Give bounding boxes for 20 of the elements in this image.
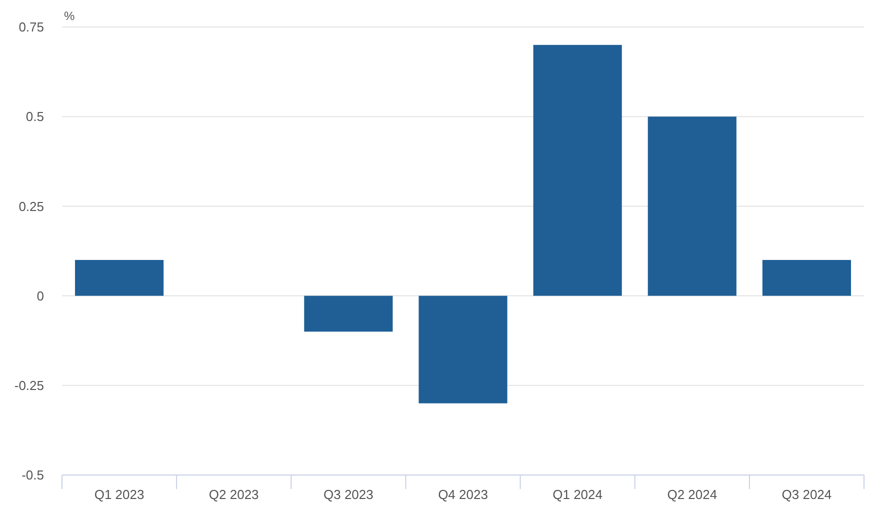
bar: [75, 260, 164, 296]
y-tick-label: 0.5: [26, 109, 44, 124]
y-tick-label: 0: [36, 288, 44, 304]
y-tick-label: 0.25: [18, 198, 44, 214]
bar: [762, 260, 851, 296]
x-tick-label: Q2 2023: [208, 487, 259, 502]
bar: [418, 296, 508, 404]
x-tick-label: Q1 2024: [552, 487, 603, 502]
y-tick-label: 0.75: [18, 20, 44, 35]
bar: [304, 296, 393, 332]
x-tick-label: Q4 2023: [438, 487, 488, 502]
x-tick-label: Q2 2024: [667, 487, 718, 502]
y-axis-title: %: [64, 9, 75, 23]
x-tick-label: Q3 2023: [323, 487, 374, 502]
x-tick-label: Q3 2024: [782, 487, 832, 502]
bar: [533, 44, 622, 296]
y-tick-label: -0.5: [22, 468, 44, 483]
x-tick-label: Q1 2023: [94, 487, 144, 502]
bar: [648, 116, 736, 296]
y-tick-label: -0.25: [14, 378, 44, 393]
